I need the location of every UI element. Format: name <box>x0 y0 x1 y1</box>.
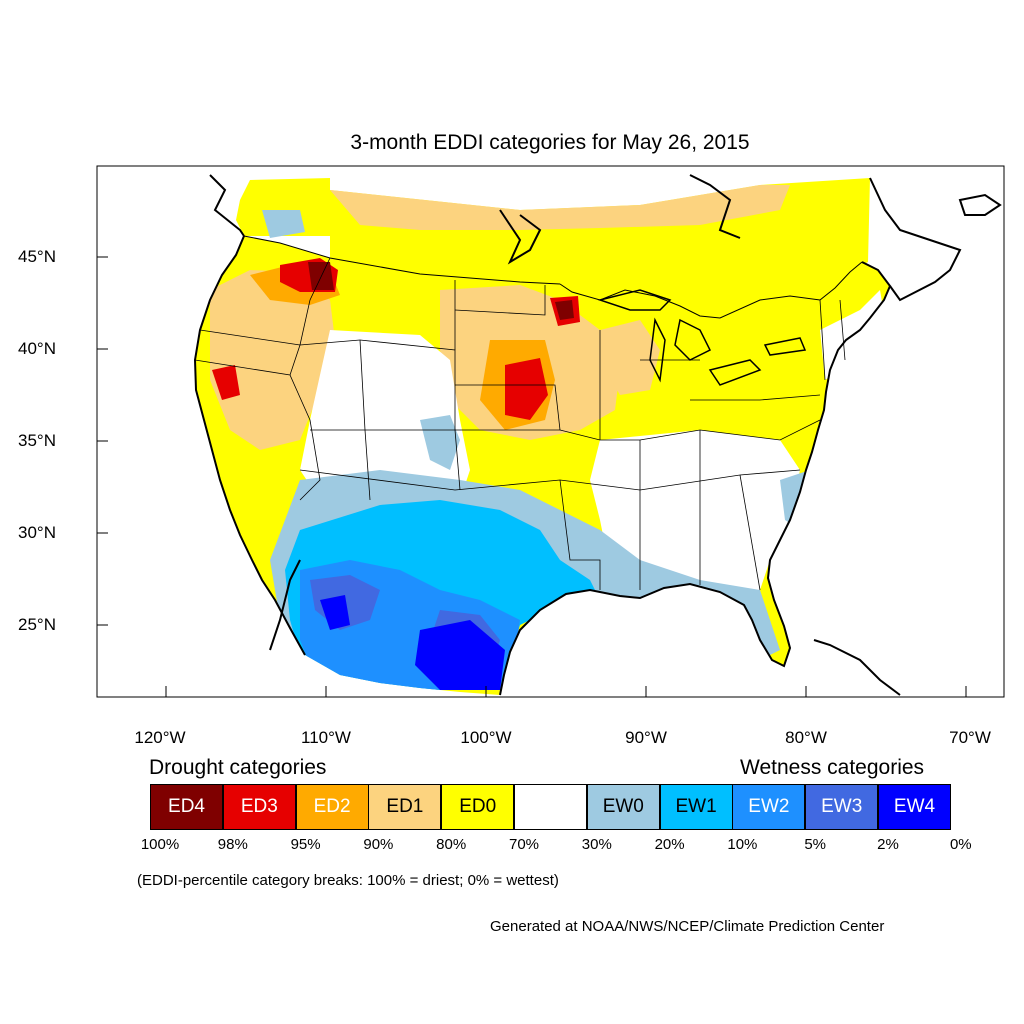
lon-label-120: 120°W <box>134 728 186 747</box>
legend-swatch-neutral <box>514 784 587 830</box>
lat-label-25: 25°N <box>18 615 56 634</box>
legend-break-label: 2% <box>877 836 899 853</box>
legend-swatch-ew2: EW2 <box>732 784 806 830</box>
legend-break-label: 20% <box>654 836 685 853</box>
legend-break-label: 95% <box>290 836 321 853</box>
legend-swatch-ed3: ED3 <box>222 784 296 830</box>
lon-label-90: 90°W <box>625 728 667 747</box>
lat-label-35: 35°N <box>18 431 56 450</box>
state-lines <box>194 257 846 591</box>
plot-frame <box>96 165 1005 698</box>
lon-label-100: 100°W <box>460 728 512 747</box>
legend-break-label: 30% <box>581 836 612 853</box>
legend-break-label: 90% <box>363 836 394 853</box>
lon-label-110: 110°W <box>301 728 351 747</box>
legend-break-label: 5% <box>804 836 827 853</box>
legend-swatch-ed1: ED1 <box>368 784 442 830</box>
lon-label-70: 70°W <box>949 728 991 747</box>
legend-swatch-ew0: EW0 <box>586 784 660 830</box>
legend-swatch-ed0: ED0 <box>441 784 515 830</box>
lon-label-80: 80°W <box>785 728 827 747</box>
legend-break-label: 98% <box>217 836 248 853</box>
legend-swatch-ew3: EW3 <box>805 784 879 830</box>
category-note: (EDDI-percentile category breaks: 100% =… <box>137 872 559 889</box>
legend-swatch-ew4: EW4 <box>878 784 951 830</box>
credit-line: Generated at NOAA/NWS/NCEP/Climate Predi… <box>490 918 885 935</box>
eddi-field <box>195 236 890 695</box>
legend-break-label: 10% <box>727 836 758 853</box>
lat-label-40: 40°N <box>18 339 56 358</box>
legend-break-label: 100% <box>140 836 180 853</box>
lat-label-30: 30°N <box>18 523 56 542</box>
legend-break-label: 0% <box>949 836 972 853</box>
legend-swatch-ew1: EW1 <box>659 784 733 830</box>
lat-label-45: 45°N <box>18 247 56 266</box>
legend-swatch-ed2: ED2 <box>295 784 369 830</box>
drought-heading: Drought categories <box>149 756 327 779</box>
map-title: 3-month EDDI categories for May 26, 2015 <box>350 131 750 154</box>
wetness-heading: Wetness categories <box>740 756 925 779</box>
axis-ticks <box>97 256 967 697</box>
legend-swatch-ed4: ED4 <box>150 784 223 830</box>
legend-break-label: 80% <box>436 836 467 853</box>
legend-break-label: 70% <box>508 836 540 853</box>
